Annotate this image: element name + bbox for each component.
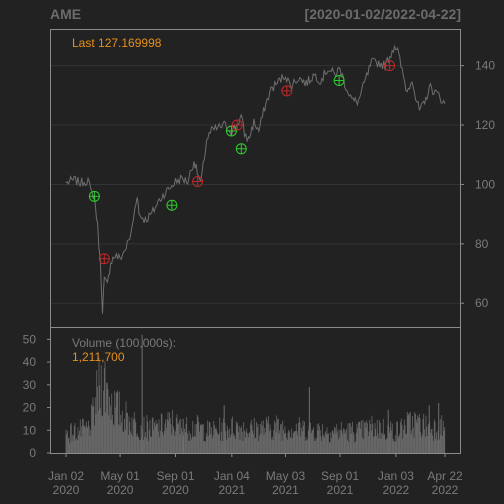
last-label: Last <box>72 36 95 50</box>
last-price-label: Last 127.169998 <box>72 36 162 50</box>
x-tick-label: Sep 01 <box>321 469 359 483</box>
volume-bars <box>65 334 446 453</box>
x-tick-year: 2021 <box>218 483 245 497</box>
volume-tick-label: 30 <box>23 378 37 392</box>
buy-marker <box>88 190 100 202</box>
x-tick-label: Jan 02 <box>48 469 84 483</box>
sell-marker <box>98 253 110 265</box>
gridlines <box>51 65 460 304</box>
price-tick-label: 100 <box>475 177 495 191</box>
x-tick-year: 2022 <box>383 483 410 497</box>
sell-marker <box>281 85 293 97</box>
volume-tick-label: 50 <box>23 332 37 346</box>
volume-y-axis: 0 10 20 30 40 50 <box>23 332 51 460</box>
sell-marker <box>231 119 243 131</box>
price-y-axis: 60 80 100 120 140 <box>460 59 495 310</box>
x-tick-year: 2020 <box>53 483 80 497</box>
price-tick-label: 140 <box>475 59 495 73</box>
date-range: [2020-01-02/2022-04-22] <box>305 6 461 22</box>
volume-tick-label: 40 <box>23 355 37 369</box>
chart-title: AME <box>50 6 81 22</box>
x-tick-year: 2021 <box>327 483 354 497</box>
x-tick-year: 2020 <box>162 483 189 497</box>
volume-last-value: 1,211,700 <box>72 350 125 364</box>
x-tick-label: Jan 04 <box>214 469 250 483</box>
x-tick-year: 2020 <box>107 483 134 497</box>
price-tick-label: 80 <box>475 237 489 251</box>
price-series-line <box>65 44 446 314</box>
x-tick-year: 2022 <box>432 483 459 497</box>
volume-panel-frame <box>50 327 461 454</box>
x-tick-label: May 03 <box>266 469 306 483</box>
volume-tick-label: 20 <box>23 401 37 415</box>
sell-marker <box>192 175 204 187</box>
price-tick-label: 120 <box>475 118 495 132</box>
x-tick-label: Sep 01 <box>156 469 194 483</box>
x-tick-year: 2021 <box>272 483 299 497</box>
volume-label: Volume (100,000s): <box>72 336 176 350</box>
x-tick-label: Jan 03 <box>378 469 414 483</box>
buy-marker <box>235 143 247 155</box>
x-tick-label: Apr 22 <box>427 469 463 483</box>
price-panel-frame <box>50 29 461 328</box>
volume-tick-label: 10 <box>23 423 37 437</box>
trade-markers <box>88 60 396 265</box>
last-price-value: 127.169998 <box>98 36 162 50</box>
buy-marker <box>166 199 178 211</box>
buy-marker <box>225 125 237 137</box>
buy-marker <box>333 74 345 86</box>
sell-marker <box>384 60 396 72</box>
volume-tick-label: 0 <box>29 446 36 460</box>
x-tick-label: May 01 <box>100 469 140 483</box>
price-tick-label: 60 <box>475 296 489 310</box>
